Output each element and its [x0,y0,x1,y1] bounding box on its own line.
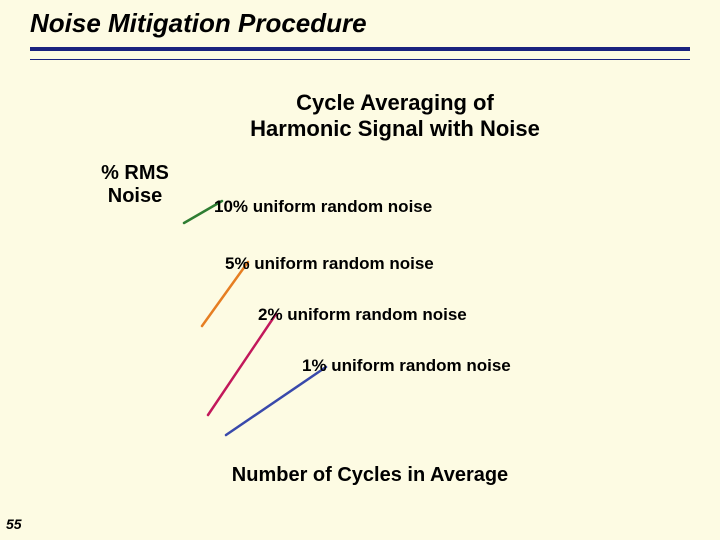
title-rule-thick [30,47,690,51]
y-axis-label: % RMS Noise [85,162,185,208]
series-label-10pct: 10% uniform random noise [214,197,432,217]
series-line-1pct [226,367,326,435]
subtitle-line2: Harmonic Signal with Noise [250,116,540,141]
series-label-5pct: 5% uniform random noise [225,254,434,274]
page-number: 55 [6,516,22,532]
x-axis-label: Number of Cycles in Average [200,464,540,487]
ylabel-line2: Noise [108,185,162,207]
page-title: Noise Mitigation Procedure [30,8,690,39]
title-area: Noise Mitigation Procedure [30,8,690,68]
subtitle-line1: Cycle Averaging of [296,90,494,115]
series-label-1pct: 1% uniform random noise [302,356,511,376]
chart-subtitle: Cycle Averaging of Harmonic Signal with … [225,90,565,142]
title-rule-thin [30,59,690,60]
series-line-2pct [208,314,276,415]
series-label-2pct: 2% uniform random noise [258,305,467,325]
slide: Noise Mitigation Procedure Cycle Averagi… [0,0,720,540]
ylabel-line1: % RMS [101,162,169,184]
